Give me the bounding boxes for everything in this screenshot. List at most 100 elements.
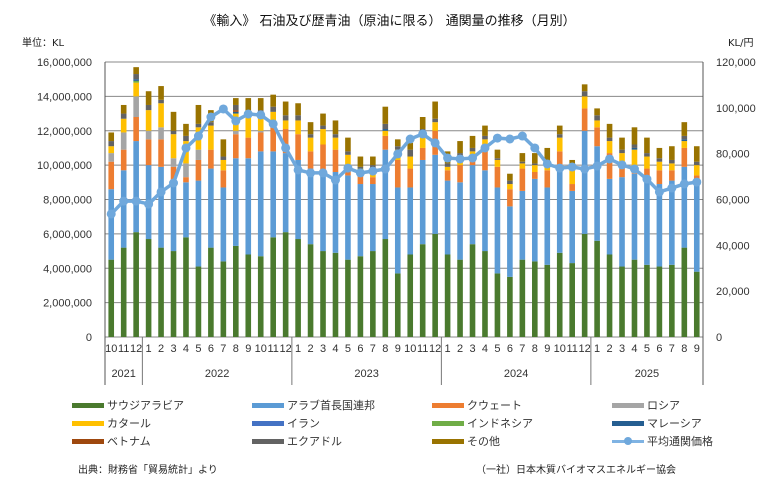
bar-segment [307, 137, 314, 152]
x-tick-label: 1 [594, 343, 600, 355]
bar-segment [282, 153, 289, 233]
legend-swatch-icon [432, 438, 464, 444]
x-tick-label: 7 [370, 343, 376, 355]
bar-segment [145, 130, 152, 140]
bar-segment [644, 168, 650, 179]
bar-segment [482, 135, 488, 140]
bar-segment [407, 254, 414, 337]
bar-segment [681, 166, 688, 248]
legend-label: インドネシア [467, 417, 533, 430]
bar-segment [307, 151, 314, 169]
price-line-point [206, 112, 216, 122]
bar-segment [469, 147, 476, 152]
bar-segment [656, 161, 663, 171]
bar-segment [295, 239, 301, 337]
price-line-point [380, 164, 390, 174]
bar-segment [195, 180, 202, 267]
bar-segment [669, 264, 675, 337]
x-tick-label: 7 [669, 343, 675, 355]
bar-segment [332, 137, 339, 150]
bar-segment [681, 135, 688, 140]
bar-segment [457, 141, 463, 154]
price-line-point [530, 143, 540, 153]
bar-segment [108, 153, 115, 162]
bar-segment [320, 144, 326, 174]
bar-segment [245, 158, 252, 255]
bar-segment [394, 139, 401, 147]
legend-item: クウェート [432, 398, 522, 412]
bar-segment [145, 239, 152, 337]
bar-segment [108, 189, 115, 260]
bar-segment [644, 156, 650, 169]
bar-segment [370, 156, 376, 166]
gridlines [105, 61, 703, 338]
price-line-point [654, 187, 664, 197]
bar-segment [133, 82, 139, 97]
bar-segment [120, 113, 127, 119]
x-tick-label: 8 [532, 343, 538, 355]
bar-segment [208, 247, 214, 337]
x-tick-label: 7 [220, 343, 226, 355]
bar-segment [382, 149, 389, 240]
bar-segment [507, 189, 513, 207]
price-line-point [443, 153, 453, 163]
bar-segment [469, 159, 476, 166]
chart-title: 《輸入》 石油及び歴青油（原油に限る） 通関量の推移（月別） [203, 14, 576, 29]
bar-segment [606, 254, 613, 337]
bar-segment [482, 251, 488, 337]
y-tick-label: 12,000,000 [37, 126, 92, 138]
bar-segment [507, 206, 513, 277]
price-line-point [679, 179, 689, 189]
legend-swatch-icon [72, 420, 104, 426]
x-tick-label: 4 [183, 343, 189, 355]
legend-item: インドネシア [432, 416, 533, 430]
bar-segment [544, 170, 551, 188]
legend-item: ロシア [612, 398, 680, 412]
price-line-point [169, 178, 179, 188]
bar-segment [170, 251, 177, 337]
bar-segment [631, 144, 638, 148]
bar-segment [556, 252, 563, 337]
bar-segment [544, 147, 551, 160]
bar-segment [444, 180, 451, 255]
bar-segment [233, 110, 239, 112]
left-axis-ticks: 0 2,000,000 4,000,000 6,000,000 8,000,000 10,… [37, 57, 92, 344]
bar-segment [382, 106, 389, 124]
right-axis-unit: KL/円 [728, 38, 754, 49]
bar-segment [220, 139, 227, 157]
bar-segment [183, 123, 189, 136]
bar-segment [656, 184, 663, 267]
price-line-point [468, 153, 478, 163]
bar-segment [220, 170, 227, 188]
bar-segment [581, 96, 588, 109]
x-tick-label: 6 [357, 343, 363, 355]
bar-segment [669, 159, 675, 164]
bar-segment [145, 91, 152, 105]
bar-segment [158, 247, 164, 337]
y2-tick-label: 80,000 [716, 149, 750, 161]
price-line-point [492, 133, 502, 143]
bar-segment [233, 98, 239, 105]
bar-segment [233, 158, 239, 246]
bar-segment [644, 153, 650, 157]
bar-segment [444, 166, 451, 171]
bar-segment [108, 141, 115, 147]
bar-segment [532, 163, 538, 166]
price-line-point [517, 131, 527, 141]
bar-segment [532, 178, 538, 262]
x-tick-label: 10 [255, 343, 267, 355]
bar-segment [507, 276, 513, 337]
source-note: 出典：財務省「貿易統計」より [78, 465, 218, 476]
x-tick-label: 4 [631, 343, 637, 355]
legend-item: イラン [252, 416, 320, 430]
price-line-point [642, 174, 652, 184]
x-tick-label: 9 [544, 343, 550, 355]
bar-segment [494, 158, 501, 160]
bar-segment [631, 259, 638, 337]
bar-segment [606, 137, 613, 142]
legend-label: クウェート [467, 399, 522, 412]
bar-segment [320, 251, 326, 337]
x-tick-label: 3 [469, 343, 475, 355]
legend-swatch-icon [252, 438, 284, 444]
bar-segment [419, 134, 426, 148]
